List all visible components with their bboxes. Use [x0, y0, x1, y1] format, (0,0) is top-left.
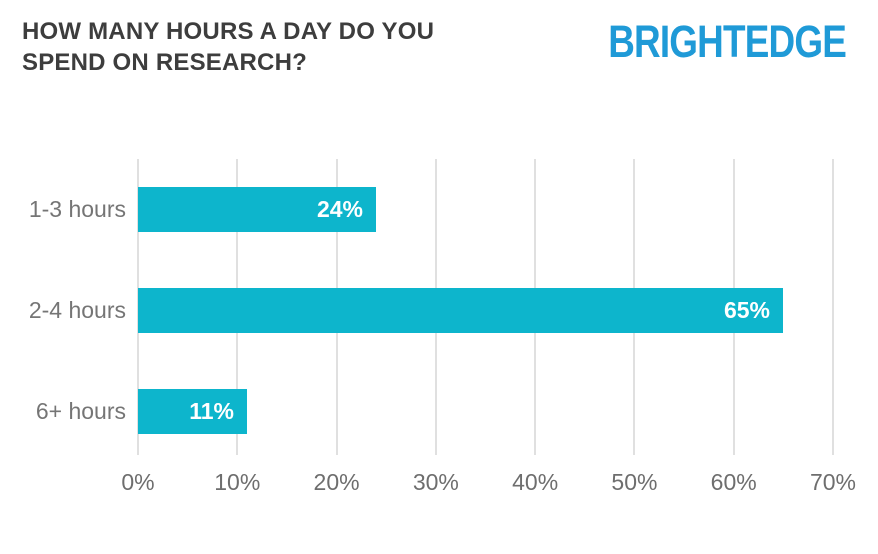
x-tick-label-30%: 30%: [412, 469, 459, 495]
chart-title: HOW MANY HOURS A DAY DO YOU SPEND ON RES…: [22, 18, 435, 76]
x-tick-label-0%: 0%: [121, 469, 155, 495]
plot-area: 24% 65% 11%: [137, 159, 834, 455]
brightedge-logo: BRIGHTEDGE: [608, 16, 847, 67]
bar-value-label: 24%: [316, 196, 363, 222]
x-tick-label-60%: 60%: [710, 469, 757, 495]
category-label-1-3-hours: 1-3 hours: [28, 196, 126, 222]
x-tick-label-40%: 40%: [512, 469, 559, 495]
y-axis-category-labels: 1-3 hours 2-4 hours 6+ hours: [0, 159, 126, 455]
x-tick-label-50%: 50%: [611, 469, 658, 495]
category-label-6+-hours: 6+ hours: [35, 398, 126, 424]
bar-2-4-hours: 65%: [138, 288, 783, 333]
x-tick-label-20%: 20%: [313, 469, 360, 495]
x-axis-tick-labels: 0% 10% 20% 30% 40% 50% 60% 70%: [121, 469, 856, 499]
bar-6+-hours: 11%: [138, 389, 247, 434]
bar-value-label: 65%: [723, 297, 770, 323]
x-tick-label-10%: 10%: [214, 469, 261, 495]
category-label-2-4-hours: 2-4 hours: [28, 297, 126, 323]
gridline-70%: [832, 159, 834, 455]
x-tick-label-70%: 70%: [809, 469, 857, 495]
bar-1-3-hours: 24%: [138, 187, 376, 232]
bar-value-label: 11%: [189, 398, 234, 424]
